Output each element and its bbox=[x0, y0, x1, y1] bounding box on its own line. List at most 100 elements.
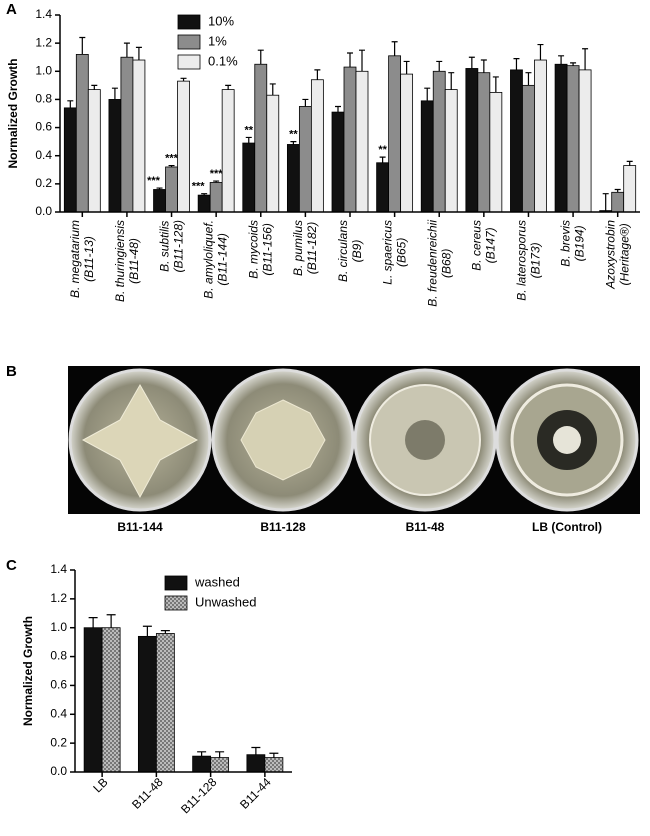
y-tick-label: 0.6 bbox=[50, 678, 67, 692]
legend-label: 10% bbox=[208, 13, 234, 28]
x-tick-label: B. cereus (B147) bbox=[469, 220, 498, 271]
significance-label: ** bbox=[378, 144, 387, 156]
bar bbox=[534, 59, 547, 213]
legend-swatch bbox=[177, 14, 201, 30]
plate bbox=[211, 368, 355, 512]
error-bar bbox=[269, 752, 279, 758]
error-bar bbox=[302, 98, 309, 107]
x-tick-label: B. mycoids (B11-156) bbox=[246, 220, 275, 279]
legend-swatch bbox=[177, 34, 201, 50]
legend-swatch bbox=[164, 575, 188, 591]
bar bbox=[400, 73, 414, 213]
x-tick-label: B. megatarium (B11-13) bbox=[68, 220, 97, 299]
bar bbox=[298, 106, 312, 213]
legend-label: 0.1% bbox=[208, 53, 238, 68]
bar bbox=[101, 627, 121, 773]
error-bar bbox=[424, 87, 431, 101]
bar bbox=[465, 68, 479, 213]
legend-swatch bbox=[164, 595, 188, 611]
error-bar bbox=[215, 751, 225, 758]
error-bar bbox=[347, 52, 353, 68]
bar bbox=[108, 99, 122, 213]
bar bbox=[578, 69, 592, 213]
x-tick-label: B. brevis (B194) bbox=[559, 220, 588, 267]
error-bar bbox=[379, 156, 386, 163]
bar bbox=[331, 111, 345, 213]
error-bar bbox=[359, 49, 365, 72]
x-tick-label: B. circulans (B9) bbox=[336, 220, 364, 283]
x-tick-label: B. subtilis (B11-128) bbox=[157, 220, 186, 273]
plate bbox=[495, 368, 639, 512]
bar bbox=[623, 165, 637, 213]
bar bbox=[165, 166, 178, 213]
bar bbox=[221, 89, 235, 213]
bar bbox=[192, 755, 212, 773]
error-bar bbox=[79, 36, 86, 55]
bar bbox=[388, 55, 402, 213]
y-tick-label: 0.8 bbox=[35, 92, 52, 106]
bar bbox=[286, 144, 300, 213]
significance-label: *** bbox=[192, 181, 206, 193]
error-bar bbox=[142, 625, 152, 637]
error-bar bbox=[492, 76, 499, 93]
bar bbox=[197, 194, 211, 213]
panel-label: B bbox=[6, 363, 17, 380]
y-tick-label: 1.4 bbox=[35, 7, 52, 21]
x-tick-label: B. freudenreichii (B68) bbox=[425, 220, 454, 307]
legend-swatch bbox=[177, 54, 201, 70]
x-tick-label: B. thuringiensis (B11-48) bbox=[112, 220, 141, 303]
error-bar bbox=[448, 72, 455, 90]
panel-label: A bbox=[6, 1, 17, 18]
y-tick-label: 0.2 bbox=[50, 735, 67, 749]
bar bbox=[209, 182, 223, 213]
error-bar bbox=[257, 49, 264, 65]
plate bbox=[353, 368, 497, 512]
y-tick-label: 0.6 bbox=[35, 120, 52, 134]
bar bbox=[343, 66, 357, 213]
y-axis-label: Normalized Growth bbox=[21, 616, 35, 726]
error-bar bbox=[225, 84, 232, 90]
bar bbox=[522, 84, 535, 213]
error-bar bbox=[335, 105, 341, 113]
error-bar bbox=[135, 46, 142, 61]
y-tick-label: 0.2 bbox=[35, 176, 52, 190]
error-bar bbox=[251, 746, 261, 755]
bar bbox=[264, 757, 284, 773]
bar bbox=[510, 69, 523, 213]
error-bar bbox=[626, 160, 633, 166]
y-tick-label: 0.8 bbox=[50, 649, 67, 663]
bar bbox=[210, 757, 230, 773]
x-tick-label: B. laterosporus (B173) bbox=[514, 220, 543, 301]
significance-label: *** bbox=[165, 152, 179, 164]
error-bar bbox=[245, 136, 252, 144]
significance-label: *** bbox=[147, 175, 161, 187]
x-tick-label: B. pumilus (B11-182) bbox=[291, 220, 320, 277]
error-bar bbox=[197, 751, 207, 757]
error-bar bbox=[537, 43, 544, 61]
y-tick-label: 0.0 bbox=[50, 764, 67, 778]
bar bbox=[432, 70, 446, 213]
bar bbox=[444, 89, 458, 213]
y-tick-label: 1.4 bbox=[50, 562, 67, 576]
bar bbox=[137, 635, 157, 773]
bar bbox=[376, 162, 390, 213]
bar bbox=[611, 191, 625, 213]
error-bar bbox=[513, 58, 520, 70]
error-bar bbox=[468, 56, 475, 69]
bar bbox=[177, 80, 190, 213]
bar bbox=[266, 94, 280, 213]
error-bar bbox=[602, 193, 609, 211]
legend-label: 1% bbox=[208, 33, 227, 48]
y-tick-label: 1.0 bbox=[50, 620, 67, 634]
error-bar bbox=[213, 180, 220, 183]
bar bbox=[420, 100, 434, 213]
y-tick-label: 1.0 bbox=[35, 63, 52, 77]
x-tick-label: L. spaericus (B65) bbox=[380, 220, 409, 285]
error-bar bbox=[290, 141, 297, 145]
y-tick-label: 1.2 bbox=[35, 35, 52, 49]
error-bar bbox=[156, 187, 163, 190]
bar bbox=[63, 107, 77, 213]
plate-label: B11-144 bbox=[117, 520, 163, 534]
